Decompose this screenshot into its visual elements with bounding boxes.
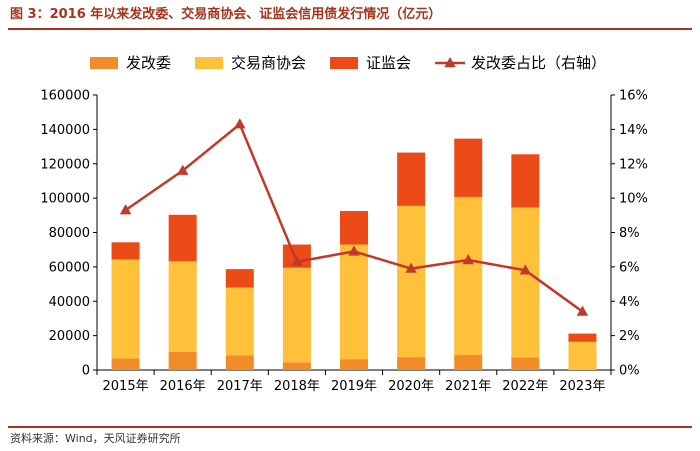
left-tick-label: 60000 xyxy=(49,260,90,275)
ratio-marker xyxy=(348,245,360,256)
title-rule xyxy=(8,28,692,30)
right-tick-label: 0% xyxy=(619,364,640,379)
legend-swatch-2 xyxy=(195,57,224,69)
x-tick-label: 2015年 xyxy=(103,379,149,394)
bar-segment-3 xyxy=(454,138,483,197)
x-tick-label: 2022年 xyxy=(502,379,548,394)
bar-segment-1 xyxy=(168,351,197,370)
bar-segment-1 xyxy=(397,357,426,370)
ratio-marker xyxy=(405,262,417,273)
left-tick-label: 140000 xyxy=(40,123,90,138)
left-tick-label: 120000 xyxy=(40,157,90,172)
bar-segment-2 xyxy=(511,207,540,358)
bar-segment-2 xyxy=(168,261,197,352)
bar-segment-3 xyxy=(340,211,368,245)
right-tick-label: 14% xyxy=(619,123,648,138)
right-tick-label: 16% xyxy=(619,89,648,104)
right-tick-label: 8% xyxy=(619,226,640,241)
bar-segment-1 xyxy=(454,355,483,370)
ratio-marker xyxy=(234,118,246,129)
legend-marker xyxy=(444,57,456,68)
bar-segment-2 xyxy=(568,341,597,370)
ratio-marker xyxy=(519,264,532,275)
x-tick-label: 2016年 xyxy=(160,379,206,394)
legend-label: 交易商协会 xyxy=(231,54,306,72)
legend: 发改委 交易商协会 证监会 发改委占比（右轴） xyxy=(90,54,606,72)
bar-segment-3 xyxy=(397,152,426,206)
right-tick-label: 10% xyxy=(619,192,648,207)
left-tick-label: 80000 xyxy=(49,226,90,241)
chart-svg: 发改委 交易商协会 证监会 发改委占比（右轴） 0 20000 40000 60000 800… xyxy=(40,54,648,394)
legend-swatch-1 xyxy=(90,57,118,69)
footer-rule xyxy=(8,426,692,428)
ratio-marker xyxy=(119,204,132,215)
x-tick-label: 2021年 xyxy=(445,379,491,394)
left-tick-label: 160000 xyxy=(40,89,90,104)
bar-segment-1 xyxy=(225,355,254,370)
bar-segment-2 xyxy=(397,205,426,358)
x-tick-label: 2018年 xyxy=(274,379,320,394)
bar-segment-3 xyxy=(225,269,254,288)
legend-label: 发改委占比（右轴） xyxy=(471,54,606,72)
bar-segment-2 xyxy=(454,196,483,356)
legend-swatch-3 xyxy=(330,57,359,69)
left-tick-label: 20000 xyxy=(49,329,90,344)
x-tick-label: 2020年 xyxy=(388,379,434,394)
right-tick-label: 12% xyxy=(619,157,648,172)
bar-segment-2 xyxy=(340,244,368,360)
source-note: 资料来源：Wind，天风证券研究所 xyxy=(10,432,181,445)
bar-segment-2 xyxy=(225,287,254,356)
ratio-marker xyxy=(291,255,303,266)
left-tick-label: 40000 xyxy=(49,295,90,310)
bar-segment-1 xyxy=(282,362,311,370)
legend-label: 发改委 xyxy=(126,54,171,72)
bar-segment-3 xyxy=(111,242,140,260)
left-tick-label: 0 xyxy=(82,364,90,379)
x-tick-label: 2019年 xyxy=(331,379,377,394)
bar-segment-2 xyxy=(111,259,140,359)
ratio-marker xyxy=(576,305,589,316)
legend-label: 证监会 xyxy=(366,54,411,72)
right-tick-label: 2% xyxy=(619,329,640,344)
x-tick-label: 2017年 xyxy=(217,379,263,394)
figure-title: 图 3：2016 年以来发改委、交易商协会、证监会信用债发行情况（亿元） xyxy=(10,7,442,22)
bar-segment-3 xyxy=(511,154,540,208)
left-tick-label: 100000 xyxy=(40,192,90,207)
bar-segment-3 xyxy=(168,214,197,262)
bar-segment-3 xyxy=(568,333,597,342)
bar-segment-1 xyxy=(340,359,368,370)
bar-segment-1 xyxy=(511,357,540,370)
ratio-marker xyxy=(176,164,189,175)
bar-segment-2 xyxy=(282,267,311,363)
x-tick-label: 2023年 xyxy=(559,379,605,394)
bar-segment-1 xyxy=(111,358,140,370)
bars xyxy=(111,138,597,370)
right-tick-label: 6% xyxy=(619,260,640,275)
ratio-line xyxy=(119,118,589,316)
right-tick-label: 4% xyxy=(619,295,640,310)
ratio-marker xyxy=(462,254,474,265)
